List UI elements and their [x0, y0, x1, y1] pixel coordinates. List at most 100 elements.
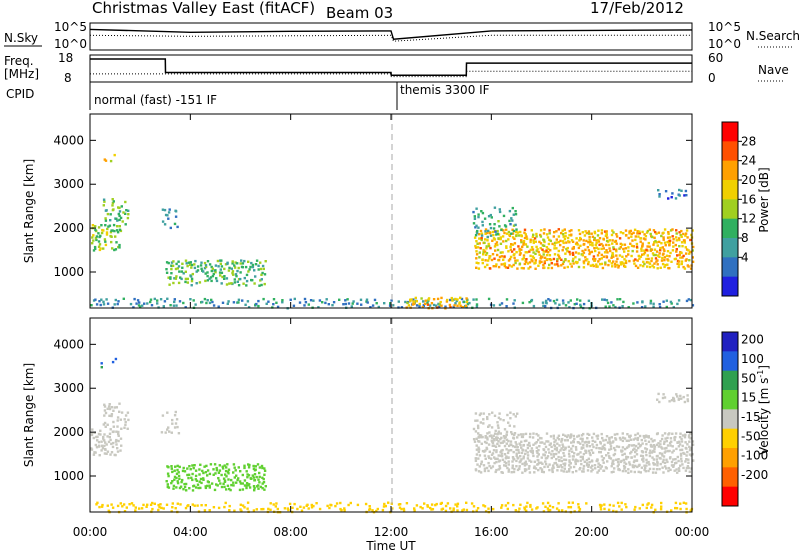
- range-time-cell: [524, 243, 528, 246]
- range-time-cell: [174, 267, 178, 271]
- range-time-cell: [534, 267, 537, 270]
- range-time-cell: [660, 505, 663, 508]
- range-time-cell: [685, 299, 689, 303]
- range-time-cell: [639, 444, 643, 447]
- range-time-cell: [688, 252, 691, 255]
- range-time-cell: [653, 450, 656, 453]
- range-time-cell: [672, 449, 675, 452]
- range-time-cell: [663, 447, 667, 450]
- colorbar-tick-label: 8: [741, 231, 749, 245]
- range-time-cell: [202, 478, 205, 481]
- range-time-cell: [624, 247, 627, 250]
- range-time-cell: [203, 509, 207, 512]
- range-time-cell: [692, 245, 695, 249]
- range-time-cell: [512, 437, 516, 440]
- range-time-cell: [260, 273, 263, 276]
- range-time-cell: [582, 467, 585, 470]
- range-time-cell: [204, 272, 207, 275]
- range-time-cell: [563, 467, 566, 470]
- range-time-cell: [591, 443, 594, 446]
- range-time-cell: [110, 414, 113, 418]
- range-time-cell: [523, 228, 527, 231]
- range-time-cell: [632, 444, 636, 447]
- range-time-cell: [241, 299, 244, 302]
- range-time-cell: [170, 431, 173, 434]
- range-time-cell: [562, 241, 565, 245]
- range-time-cell: [636, 301, 639, 304]
- range-time-cell: [674, 435, 677, 439]
- range-time-cell: [613, 446, 616, 450]
- range-time-cell: [327, 303, 330, 306]
- range-time-cell: [656, 259, 659, 262]
- range-time-cell: [168, 283, 171, 286]
- range-time-cell: [324, 301, 327, 305]
- range-time-cell: [485, 247, 488, 250]
- range-time-cell: [109, 234, 112, 238]
- range-time-cell: [450, 296, 453, 300]
- range-time-cell: [499, 418, 502, 421]
- range-time-cell: [648, 454, 652, 458]
- range-time-cell: [477, 450, 480, 454]
- range-time-cell: [504, 435, 507, 439]
- station-title: Christmas Valley East (fitACF): [92, 0, 315, 17]
- range-time-cell: [191, 472, 194, 476]
- range-time-cell: [574, 251, 578, 254]
- range-time-cell: [203, 297, 207, 301]
- range-time-cell: [117, 432, 120, 436]
- range-time-cell: [563, 464, 566, 467]
- range-time-cell: [497, 258, 501, 262]
- range-time-cell: [631, 239, 634, 242]
- range-time-cell: [512, 503, 515, 507]
- range-time-cell: [596, 434, 600, 437]
- range-time-cell: [263, 473, 266, 476]
- range-time-cell: [166, 428, 169, 431]
- range-time-cell: [543, 454, 546, 457]
- range-time-cell: [528, 444, 531, 447]
- range-time-cell: [233, 476, 236, 479]
- range-time-cell: [564, 446, 567, 449]
- range-time-cell: [675, 250, 678, 253]
- range-time-cell: [683, 241, 686, 244]
- range-time-cell: [487, 469, 490, 473]
- range-time-cell: [543, 240, 546, 244]
- range-time-cell: [243, 479, 247, 482]
- range-time-cell: [492, 237, 496, 240]
- range-time-cell: [426, 505, 429, 508]
- range-time-cell: [551, 242, 554, 246]
- range-time-cell: [248, 463, 251, 467]
- freq-series-line: [90, 58, 692, 77]
- range-time-cell: [597, 247, 600, 251]
- range-time-cell: [490, 453, 494, 456]
- range-time-cell: [566, 439, 569, 442]
- range-time-cell: [503, 464, 506, 467]
- range-time-cell: [577, 252, 580, 255]
- range-time-cell: [636, 432, 640, 435]
- range-time-cell: [658, 240, 661, 244]
- range-time-cell: [215, 466, 218, 470]
- range-time-cell: [143, 302, 146, 305]
- range-time-cell: [243, 506, 246, 509]
- range-time-cell: [283, 507, 287, 510]
- range-time-cell: [557, 228, 560, 231]
- range-time-cell: [537, 438, 540, 442]
- range-time-cell: [669, 468, 672, 471]
- range-time-cell: [331, 304, 334, 307]
- range-time-cell: [615, 445, 619, 448]
- range-time-cell: [666, 236, 670, 239]
- range-time-cell: [664, 190, 668, 193]
- range-time-cell: [162, 507, 165, 510]
- colorbar-bin: [722, 448, 738, 468]
- range-time-cell: [583, 441, 587, 444]
- range-time-cell: [567, 452, 571, 455]
- range-time-cell: [239, 271, 242, 274]
- range-time-cell: [513, 253, 516, 256]
- range-time-cell: [587, 463, 590, 467]
- range-time-cell: [505, 448, 508, 451]
- range-time-cell: [642, 460, 645, 463]
- range-time-cell: [98, 505, 101, 509]
- range-time-cell: [125, 506, 128, 509]
- range-time-cell: [579, 451, 582, 454]
- range-time-cell: [546, 507, 550, 510]
- range-time-cell: [563, 454, 566, 457]
- range-time-cell: [509, 223, 512, 226]
